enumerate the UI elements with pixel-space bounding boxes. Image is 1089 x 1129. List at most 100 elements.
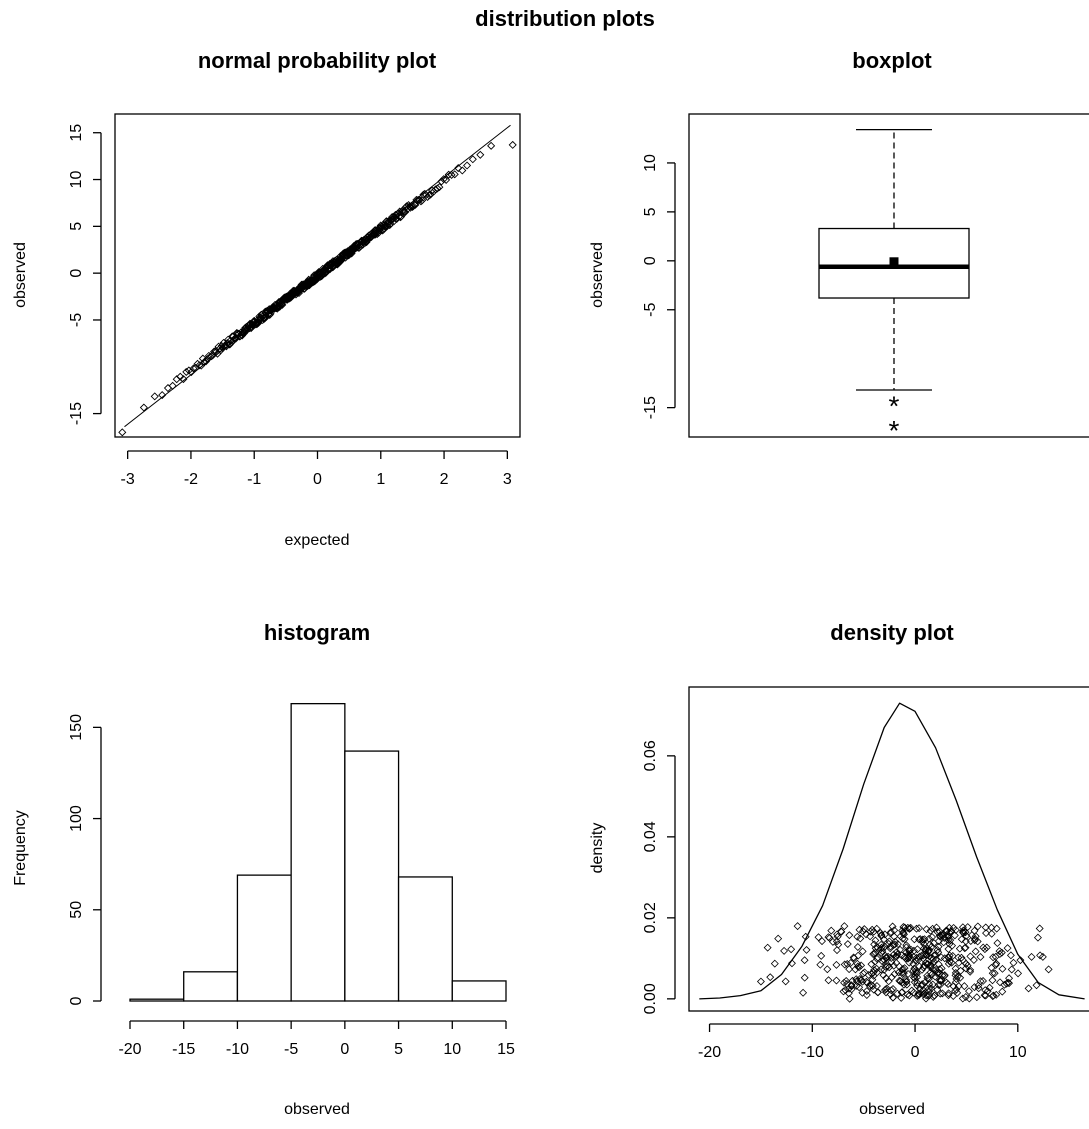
dens-y-tick-label: 0.00	[642, 983, 659, 1014]
density-sample-point	[957, 935, 966, 944]
qq-point	[172, 375, 181, 384]
density-sample-point	[919, 963, 928, 972]
density-sample-point	[974, 981, 983, 990]
density-sample-point	[1005, 974, 1014, 983]
density-sample-point	[851, 965, 860, 974]
density-sample-point	[879, 971, 888, 980]
density-sample-point	[873, 954, 882, 963]
density-sample-point	[894, 940, 902, 949]
box-y-tick-label: 5	[642, 207, 659, 216]
hist-x-tick-label: -20	[118, 1041, 141, 1058]
hist-x-tick-label: 15	[497, 1041, 515, 1058]
density-sample-point	[934, 942, 943, 951]
density-sample-point	[884, 939, 893, 948]
density-sample-point	[889, 941, 898, 949]
density-sample-point	[905, 946, 914, 955]
density-sample-point	[872, 982, 881, 990]
density-sample-point	[948, 951, 957, 960]
density-sample-point	[903, 990, 912, 999]
density-sample-point	[915, 952, 924, 961]
qq-point	[139, 403, 148, 412]
density-sample-point	[877, 931, 886, 939]
qq-point	[218, 344, 227, 353]
qq-point	[433, 184, 442, 193]
density-sample-point	[976, 952, 985, 961]
qq-point	[200, 357, 209, 366]
hist-y-tick-label: 0	[68, 996, 85, 1005]
qq-point	[374, 228, 383, 237]
density-sample-point	[934, 968, 943, 977]
density-sample-point	[966, 965, 975, 974]
histogram-bar	[290, 702, 346, 1002]
density-sample-point	[846, 958, 855, 967]
density-sample-point	[919, 944, 928, 953]
qq-point	[439, 175, 448, 184]
dens-x-tick-label: 0	[911, 1044, 920, 1061]
density-sample-point	[1003, 944, 1012, 953]
density-sample-point	[933, 927, 942, 936]
dens-x-label: observed	[859, 1101, 925, 1118]
density-sample-point	[870, 949, 879, 958]
density-sample-point	[905, 924, 914, 933]
density-sample-point	[859, 969, 868, 978]
density-sample-point	[980, 991, 989, 1000]
density-sample-point	[881, 953, 890, 962]
density-sample-point	[944, 933, 953, 942]
density-sample-point	[936, 989, 945, 998]
qq-y-tick-label: -5	[68, 313, 85, 327]
density-sample-point	[919, 986, 928, 995]
density-sample-point	[1016, 956, 1025, 965]
density-sample-point	[1009, 958, 1018, 967]
density-sample-point	[922, 944, 931, 952]
density-sample-point	[971, 947, 980, 956]
density-sample-point	[840, 960, 849, 969]
density-sample-point	[972, 993, 981, 1002]
density-sample-point	[982, 943, 991, 952]
box-y-tick-label: 0	[642, 256, 659, 265]
density-sample-point	[969, 956, 978, 964]
histogram-bar	[183, 971, 239, 1002]
density-sample-point	[952, 985, 961, 994]
qq-point	[209, 347, 219, 356]
qq-point	[401, 208, 410, 217]
qq-point	[508, 140, 517, 149]
qq-point	[187, 368, 196, 377]
density-sample-point	[918, 981, 927, 990]
density-sample-point	[945, 928, 954, 937]
density-sample-point	[858, 947, 867, 956]
density-sample-point	[887, 973, 896, 982]
density-sample-point	[973, 922, 982, 931]
density-sample-point	[877, 948, 886, 957]
density-sample-point	[1044, 965, 1053, 974]
density-sample-point	[1032, 981, 1041, 990]
qq-title: normal probability plot	[198, 48, 437, 73]
density-sample-point	[935, 965, 944, 974]
hist-x-tick-label: 5	[394, 1041, 403, 1058]
density-sample-point	[843, 940, 852, 949]
density-sample-point	[840, 978, 849, 987]
density-sample-point	[998, 964, 1007, 973]
box-y-tick-label: -15	[642, 396, 659, 419]
density-sample-point	[917, 951, 926, 960]
hist-y-label: Frequency	[12, 810, 29, 886]
density-sample-point	[816, 960, 825, 969]
outlier-point: *	[889, 415, 900, 446]
dens-x-tick-label: 10	[1009, 1044, 1027, 1061]
density-sample-point	[901, 954, 910, 963]
density-sample-point	[867, 960, 876, 969]
density-sample-point	[934, 937, 943, 946]
qq-point	[450, 170, 459, 179]
density-sample-point	[845, 931, 854, 940]
density-sample-point	[853, 943, 862, 951]
qq-point	[182, 367, 191, 376]
density-sample-point	[823, 965, 832, 974]
density-sample-point	[944, 989, 953, 998]
density-sample-point	[974, 984, 983, 993]
density-sample-point	[845, 994, 854, 1003]
qq-plot-frame	[114, 113, 521, 438]
histogram-bar	[451, 980, 507, 1002]
density-sample-point	[880, 965, 889, 974]
density-sample-point	[885, 937, 894, 946]
density-sample-point	[993, 939, 1002, 948]
